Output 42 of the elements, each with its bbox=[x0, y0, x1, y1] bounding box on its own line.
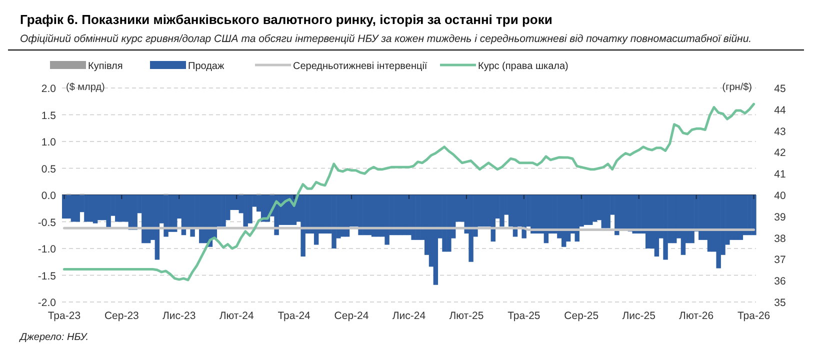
y-tick-label: 0.5 bbox=[41, 163, 56, 176]
x-tick-label: Сер-23 bbox=[104, 310, 140, 322]
legend-label: Купівля bbox=[88, 61, 123, 72]
legend-label: Курс (права шкала) bbox=[478, 61, 568, 72]
y-tick-label: -0.5 bbox=[38, 216, 56, 229]
text: Джерело: НБУ. bbox=[19, 332, 89, 343]
x-tick-label: Тра-26 bbox=[737, 310, 770, 322]
y2-tick-label: 42 bbox=[774, 147, 786, 160]
y-tick-label: 1.5 bbox=[41, 110, 56, 122]
y2-tick-label: 43 bbox=[774, 126, 786, 138]
y2-tick-label: 39 bbox=[774, 211, 786, 224]
legend-label: Продаж bbox=[188, 61, 224, 72]
x-tick-label: Лис-23 bbox=[162, 310, 196, 322]
y2-tick-label: 41 bbox=[774, 168, 786, 181]
x-tick-label: Тра-24 bbox=[278, 310, 311, 322]
y2-tick-label: 36 bbox=[774, 276, 786, 288]
x-tick-label: Лис-25 bbox=[622, 310, 656, 322]
x-tick-label: Сер-24 bbox=[334, 310, 369, 322]
y2-tick-label: 37 bbox=[774, 254, 786, 266]
x-tick-label: Сер-25 bbox=[564, 310, 599, 322]
x-tick-label: Лют-25 bbox=[449, 310, 484, 322]
y2-tick-label: 44 bbox=[774, 104, 786, 116]
y2-axis-title: (грн/$) bbox=[722, 82, 752, 93]
y-tick-label: -1.5 bbox=[38, 270, 56, 282]
legend-label: Середньотижневі інтервенції bbox=[293, 61, 428, 72]
x-tick-label: Тра-23 bbox=[48, 310, 81, 322]
y2-tick-label: 40 bbox=[774, 190, 786, 202]
y-tick-label: 1.0 bbox=[41, 136, 56, 148]
y-axis-title: ($ млрд) bbox=[66, 82, 105, 93]
x-tick-label: Лис-24 bbox=[392, 310, 426, 322]
y-tick-label: 2.0 bbox=[41, 83, 56, 95]
y2-tick-label: 35 bbox=[774, 297, 786, 309]
x-tick-label: Лют-26 bbox=[679, 310, 714, 322]
y-tick-label: -2.0 bbox=[38, 297, 56, 309]
x-tick-label: Тра-25 bbox=[508, 310, 540, 322]
x-tick-label: Лют-24 bbox=[219, 310, 254, 322]
y2-tick-label: 38 bbox=[774, 232, 786, 245]
y-tick-label: 0.0 bbox=[41, 190, 56, 202]
chart-title: Графік 6. Показники міжбанківського валютного ринку, історія за останні три роки bbox=[20, 12, 552, 27]
y2-tick-label: 45 bbox=[774, 83, 786, 95]
chart-subtitle: Офіційний обмінний курс гривня/долар США та обсяги інтервенцій НБУ за кожен тиждень і середньотижневі від початку повномасштабної війни. bbox=[20, 33, 752, 45]
y-tick-label: -1.0 bbox=[38, 244, 56, 256]
